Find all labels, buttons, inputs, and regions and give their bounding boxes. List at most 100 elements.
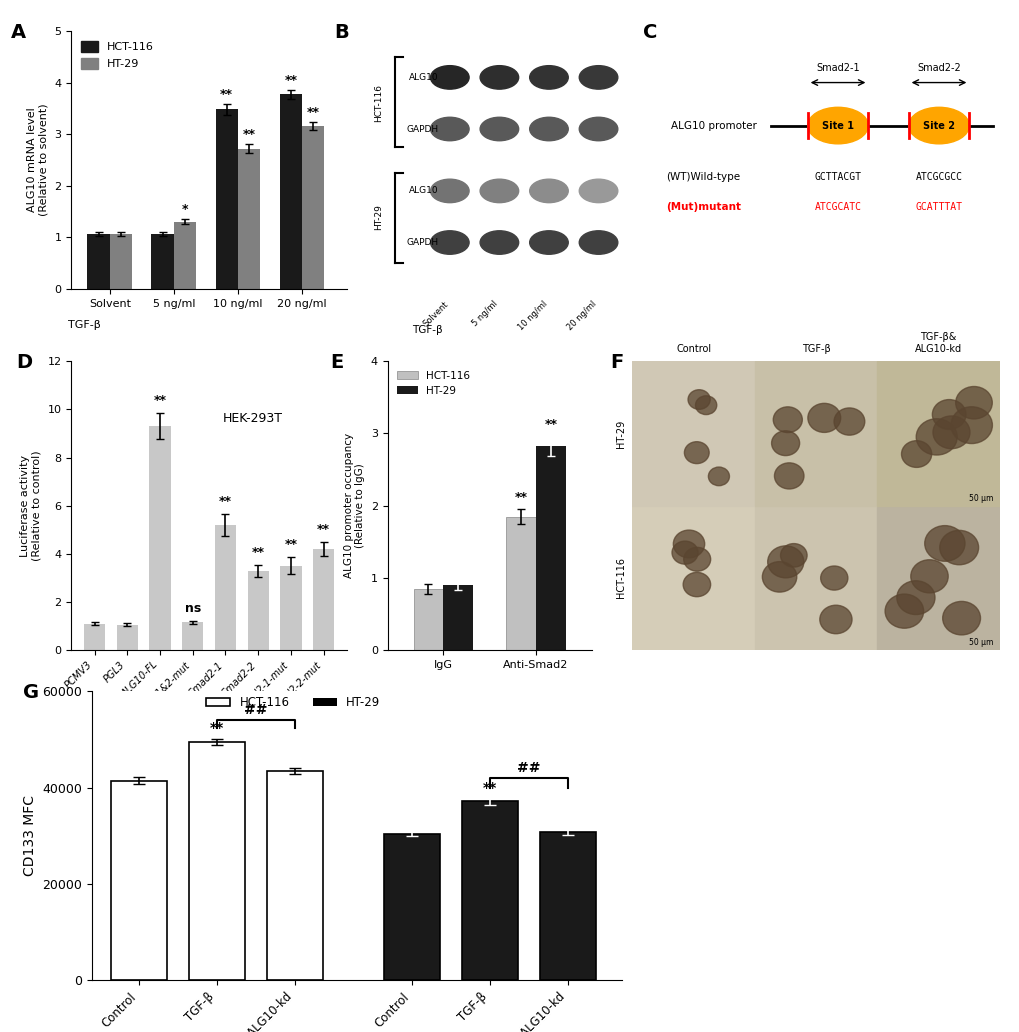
- Text: 50 μm: 50 μm: [968, 493, 993, 503]
- Text: **: **: [317, 523, 330, 536]
- Ellipse shape: [807, 107, 867, 143]
- Text: TGF-β: TGF-β: [801, 344, 829, 354]
- Text: **: **: [243, 128, 256, 141]
- Text: **: **: [220, 88, 233, 101]
- Text: G: G: [22, 683, 39, 702]
- Text: ##: ##: [244, 704, 267, 717]
- Ellipse shape: [672, 541, 697, 565]
- Text: GAPDH: GAPDH: [407, 125, 438, 133]
- Ellipse shape: [761, 561, 796, 592]
- Ellipse shape: [579, 118, 618, 140]
- Ellipse shape: [915, 419, 956, 455]
- Ellipse shape: [770, 430, 799, 455]
- Ellipse shape: [908, 107, 968, 143]
- Ellipse shape: [683, 547, 710, 571]
- Ellipse shape: [772, 407, 802, 432]
- Bar: [173, 222, 196, 289]
- Y-axis label: ALG10 mRNA level
(Relative to solvent): ALG10 mRNA level (Relative to solvent): [28, 103, 49, 217]
- Bar: [413, 588, 443, 650]
- Text: **: **: [284, 74, 297, 88]
- Ellipse shape: [480, 180, 519, 202]
- Text: **: **: [153, 394, 166, 407]
- Ellipse shape: [807, 404, 840, 432]
- Bar: [116, 625, 138, 650]
- Bar: [539, 832, 595, 980]
- Text: ATCGCATC: ATCGCATC: [814, 202, 861, 213]
- Text: HEK-293T: HEK-293T: [223, 413, 282, 425]
- Ellipse shape: [430, 180, 469, 202]
- Text: 10 ng/ml: 10 ng/ml: [516, 299, 548, 332]
- Text: ##: ##: [517, 762, 540, 775]
- Ellipse shape: [901, 441, 930, 467]
- Ellipse shape: [820, 566, 847, 590]
- Ellipse shape: [529, 118, 568, 140]
- Ellipse shape: [938, 530, 977, 565]
- Ellipse shape: [950, 407, 991, 444]
- Ellipse shape: [480, 66, 519, 89]
- Ellipse shape: [688, 390, 709, 410]
- Text: **: **: [252, 546, 265, 558]
- Bar: [266, 771, 322, 980]
- Text: Site 2: Site 2: [922, 121, 954, 131]
- Ellipse shape: [684, 442, 708, 463]
- Text: **: **: [284, 539, 298, 551]
- Text: *: *: [181, 203, 189, 217]
- Text: B: B: [334, 24, 348, 42]
- Text: HCT-116: HCT-116: [615, 557, 626, 599]
- Bar: [110, 234, 132, 289]
- Text: **: **: [482, 780, 496, 795]
- Text: Smad2-2: Smad2-2: [916, 63, 960, 72]
- Bar: [237, 149, 260, 289]
- Text: **: **: [544, 418, 556, 431]
- Text: F: F: [609, 353, 623, 372]
- Bar: [754, 506, 876, 650]
- Ellipse shape: [683, 573, 710, 596]
- Text: HT-29: HT-29: [373, 203, 382, 230]
- Ellipse shape: [773, 462, 803, 489]
- Bar: [754, 361, 876, 506]
- Bar: [302, 126, 324, 289]
- Text: ALG10 promoter: ALG10 promoter: [671, 121, 756, 131]
- Text: 5 ng/ml: 5 ng/ml: [470, 299, 499, 328]
- Bar: [110, 780, 166, 980]
- Bar: [313, 549, 334, 650]
- Bar: [535, 447, 566, 650]
- Ellipse shape: [579, 66, 618, 89]
- Legend: HCT-116, HT-29: HCT-116, HT-29: [392, 366, 474, 400]
- Bar: [248, 571, 269, 650]
- Bar: [88, 234, 110, 289]
- Text: HT-29: HT-29: [615, 419, 626, 448]
- Text: Solvent: Solvent: [421, 299, 449, 328]
- Text: **: **: [209, 721, 223, 735]
- Bar: [505, 516, 535, 650]
- Text: TGF-β: TGF-β: [68, 320, 101, 330]
- Bar: [461, 801, 518, 980]
- Ellipse shape: [579, 180, 618, 202]
- Text: TGF-β: TGF-β: [412, 325, 442, 335]
- Ellipse shape: [430, 66, 469, 89]
- Bar: [149, 426, 170, 650]
- Text: **: **: [515, 490, 527, 504]
- Ellipse shape: [529, 231, 568, 254]
- Ellipse shape: [884, 594, 923, 628]
- Bar: [189, 742, 245, 980]
- Text: D: D: [16, 353, 33, 372]
- Ellipse shape: [896, 581, 934, 614]
- Bar: [84, 623, 105, 650]
- Y-axis label: ALG10 promoter occupancy
(Relative to IgG): ALG10 promoter occupancy (Relative to Ig…: [343, 433, 365, 578]
- Ellipse shape: [695, 396, 716, 415]
- Ellipse shape: [673, 530, 704, 558]
- Text: GAPDH: GAPDH: [407, 238, 438, 247]
- Text: (WT)Wild-type: (WT)Wild-type: [665, 172, 740, 183]
- Bar: [383, 834, 439, 980]
- Bar: [632, 361, 754, 506]
- Ellipse shape: [529, 180, 568, 202]
- Text: GCTTACGT: GCTTACGT: [814, 172, 861, 183]
- Text: 50 μm: 50 μm: [968, 638, 993, 647]
- Bar: [876, 361, 999, 506]
- Y-axis label: Luciferase activity
(Relative to control): Luciferase activity (Relative to control…: [20, 450, 42, 561]
- Ellipse shape: [932, 416, 969, 449]
- Text: Site 1: Site 1: [821, 121, 853, 131]
- Y-axis label: CD133 MFC: CD133 MFC: [22, 796, 37, 876]
- Ellipse shape: [931, 399, 965, 429]
